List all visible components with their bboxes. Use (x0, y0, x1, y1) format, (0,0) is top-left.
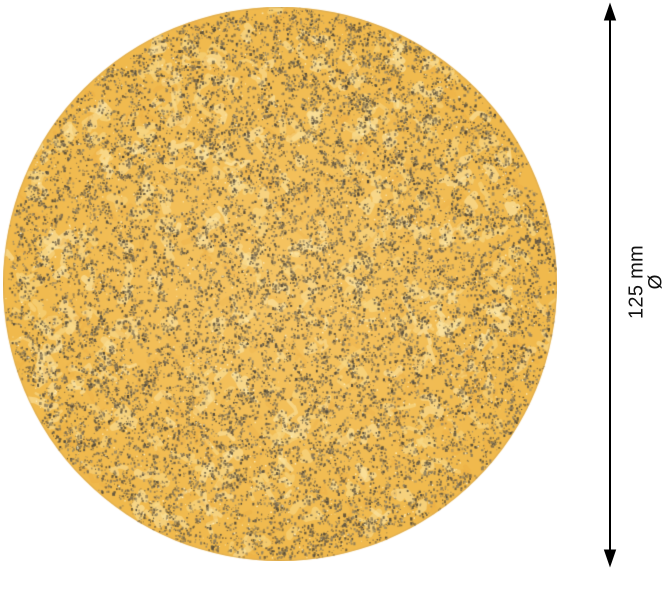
diameter-value: 125 mm (625, 244, 648, 320)
arrowhead-down-icon (603, 549, 617, 568)
sanding-disc (3, 7, 557, 561)
diameter-symbol: Ø (645, 274, 666, 290)
diameter-dimension-arrow (603, 2, 617, 568)
diameter-label: 125 mm Ø (625, 244, 666, 320)
arrowhead-up-icon (603, 2, 617, 21)
